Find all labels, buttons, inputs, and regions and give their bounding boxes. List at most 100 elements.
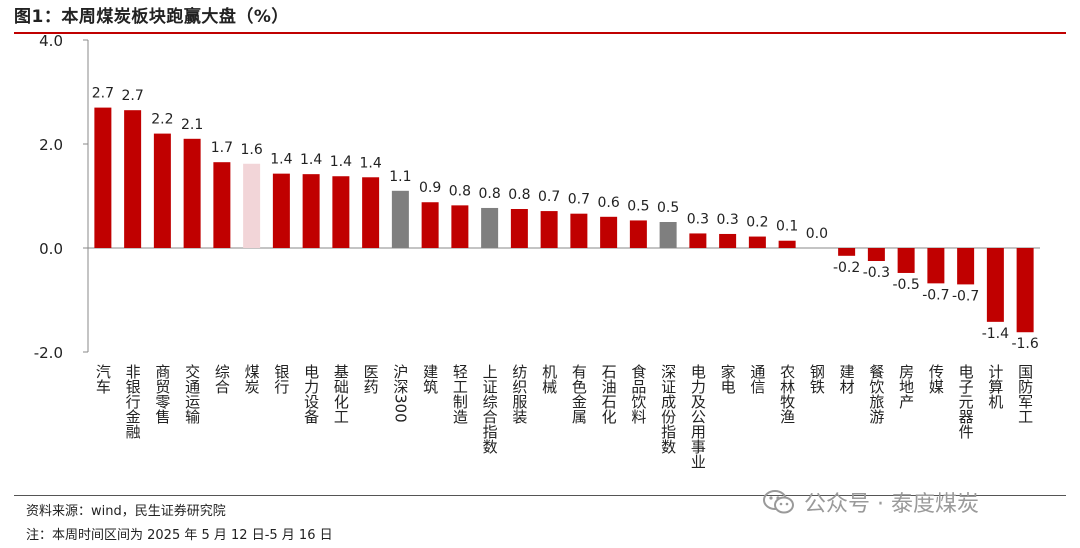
category-label: 非银行金融 bbox=[124, 364, 142, 439]
category-label: 煤炭 bbox=[243, 364, 261, 394]
category-label: 交通运输 bbox=[183, 363, 201, 424]
category-label: 建材 bbox=[838, 364, 856, 394]
category-label: 钢铁 bbox=[808, 364, 826, 394]
data-label: -0.5 bbox=[892, 277, 919, 293]
chart-title: 图1：本周煤炭板块跑赢大盘（%） bbox=[14, 7, 289, 27]
category-label: 纺织服装 bbox=[510, 364, 528, 424]
bar bbox=[302, 174, 320, 248]
bar bbox=[719, 233, 737, 248]
data-label: 1.4 bbox=[359, 155, 381, 171]
data-label: -0.7 bbox=[952, 288, 979, 304]
bar bbox=[867, 248, 885, 261]
data-label: 1.4 bbox=[270, 152, 292, 168]
bar bbox=[451, 205, 469, 248]
bar bbox=[838, 248, 856, 256]
data-label: 0.7 bbox=[538, 189, 560, 205]
bar bbox=[570, 213, 588, 248]
category-label: 计算机 bbox=[986, 364, 1004, 410]
bar bbox=[600, 216, 618, 248]
y-tick-label: 4.0 bbox=[39, 32, 63, 50]
data-label: 2.7 bbox=[92, 86, 114, 102]
category-label: 石油石化 bbox=[600, 364, 618, 424]
data-label: 0.0 bbox=[806, 226, 828, 242]
category-label: 汽车 bbox=[94, 364, 112, 394]
data-label: -0.7 bbox=[922, 287, 949, 303]
data-label: 0.3 bbox=[687, 211, 709, 227]
bar bbox=[272, 173, 290, 248]
data-label: 0.3 bbox=[716, 212, 738, 228]
bar bbox=[391, 190, 409, 248]
data-label: 2.7 bbox=[121, 88, 143, 104]
bar bbox=[510, 209, 528, 248]
category-label: 医药 bbox=[362, 364, 380, 395]
data-label: 1.1 bbox=[389, 169, 411, 185]
category-label: 国防军工 bbox=[1016, 364, 1034, 424]
bar bbox=[629, 220, 647, 248]
y-tick-label: 0.0 bbox=[39, 240, 63, 258]
bar bbox=[927, 248, 945, 284]
category-label: 餐饮旅游 bbox=[867, 364, 885, 425]
bar bbox=[153, 133, 171, 248]
bar bbox=[748, 236, 766, 248]
bar bbox=[778, 240, 796, 248]
category-label: 机械 bbox=[540, 364, 558, 394]
y-tick-label: 2.0 bbox=[39, 136, 63, 154]
category-label: 深证成份指数 bbox=[659, 364, 677, 454]
category-label: 传媒 bbox=[927, 364, 945, 394]
data-label: 1.4 bbox=[330, 154, 352, 170]
category-label: 商贸零售 bbox=[153, 364, 171, 424]
bar-chart: 4.0 2.0 0.0 -2.0 2.7 汽车 2.7 非银行金融 2.2 商贸零售 2.1 交通运输… bbox=[34, 32, 1040, 469]
data-label: 0.5 bbox=[627, 198, 649, 214]
data-label: 0.8 bbox=[508, 187, 530, 203]
data-label: 0.6 bbox=[597, 195, 619, 211]
data-label: 1.7 bbox=[211, 140, 233, 156]
bar bbox=[213, 162, 231, 248]
bar bbox=[659, 222, 677, 248]
category-label: 农林牧渔 bbox=[778, 364, 796, 424]
bar bbox=[124, 110, 142, 248]
title-rule bbox=[14, 32, 1066, 34]
data-label: 0.2 bbox=[746, 215, 768, 231]
category-label: 建筑 bbox=[421, 364, 439, 395]
bar bbox=[481, 207, 499, 248]
category-label: 电子元器件 bbox=[957, 364, 975, 439]
data-label: 0.8 bbox=[449, 183, 471, 199]
data-label: 1.4 bbox=[300, 152, 322, 168]
data-label: -1.6 bbox=[1011, 336, 1038, 352]
data-label: 0.8 bbox=[478, 186, 500, 202]
bar bbox=[897, 248, 915, 273]
bar bbox=[421, 202, 439, 248]
data-label: 0.5 bbox=[657, 200, 679, 216]
bar bbox=[689, 233, 707, 248]
category-label: 综合 bbox=[213, 364, 231, 394]
data-label: 0.7 bbox=[568, 192, 590, 208]
category-label: 沪深300 bbox=[391, 364, 409, 423]
category-label: 家电 bbox=[719, 364, 737, 394]
category-label: 通信 bbox=[748, 364, 766, 394]
bar bbox=[362, 177, 380, 248]
category-label: 房地产 bbox=[897, 364, 915, 409]
data-label: 1.6 bbox=[240, 142, 262, 158]
data-label: 2.1 bbox=[181, 117, 203, 133]
bar bbox=[540, 211, 558, 248]
footer-rule bbox=[14, 495, 1066, 496]
bar bbox=[986, 248, 1004, 322]
watermark: 公众号 · 泰度煤炭 bbox=[762, 486, 979, 518]
data-label: -1.4 bbox=[982, 326, 1009, 342]
data-label: 0.9 bbox=[419, 180, 441, 196]
bar bbox=[1016, 248, 1034, 333]
category-label: 银行 bbox=[272, 364, 290, 395]
bar bbox=[243, 163, 261, 248]
category-label: 基础化工 bbox=[332, 364, 350, 424]
y-tick-label: -2.0 bbox=[34, 344, 63, 362]
bar bbox=[94, 107, 112, 248]
data-label: -0.3 bbox=[863, 265, 890, 281]
data-label: 2.2 bbox=[151, 112, 173, 128]
category-label: 电力设备 bbox=[302, 364, 320, 424]
bar bbox=[332, 176, 350, 248]
wechat-icon bbox=[762, 489, 796, 515]
watermark-text: 公众号 · 泰度煤炭 bbox=[804, 492, 979, 517]
category-label: 食品饮料 bbox=[629, 364, 647, 424]
category-label: 轻工制造 bbox=[451, 364, 469, 425]
source-note: 资料来源：wind，民生证券研究院 bbox=[26, 504, 226, 519]
